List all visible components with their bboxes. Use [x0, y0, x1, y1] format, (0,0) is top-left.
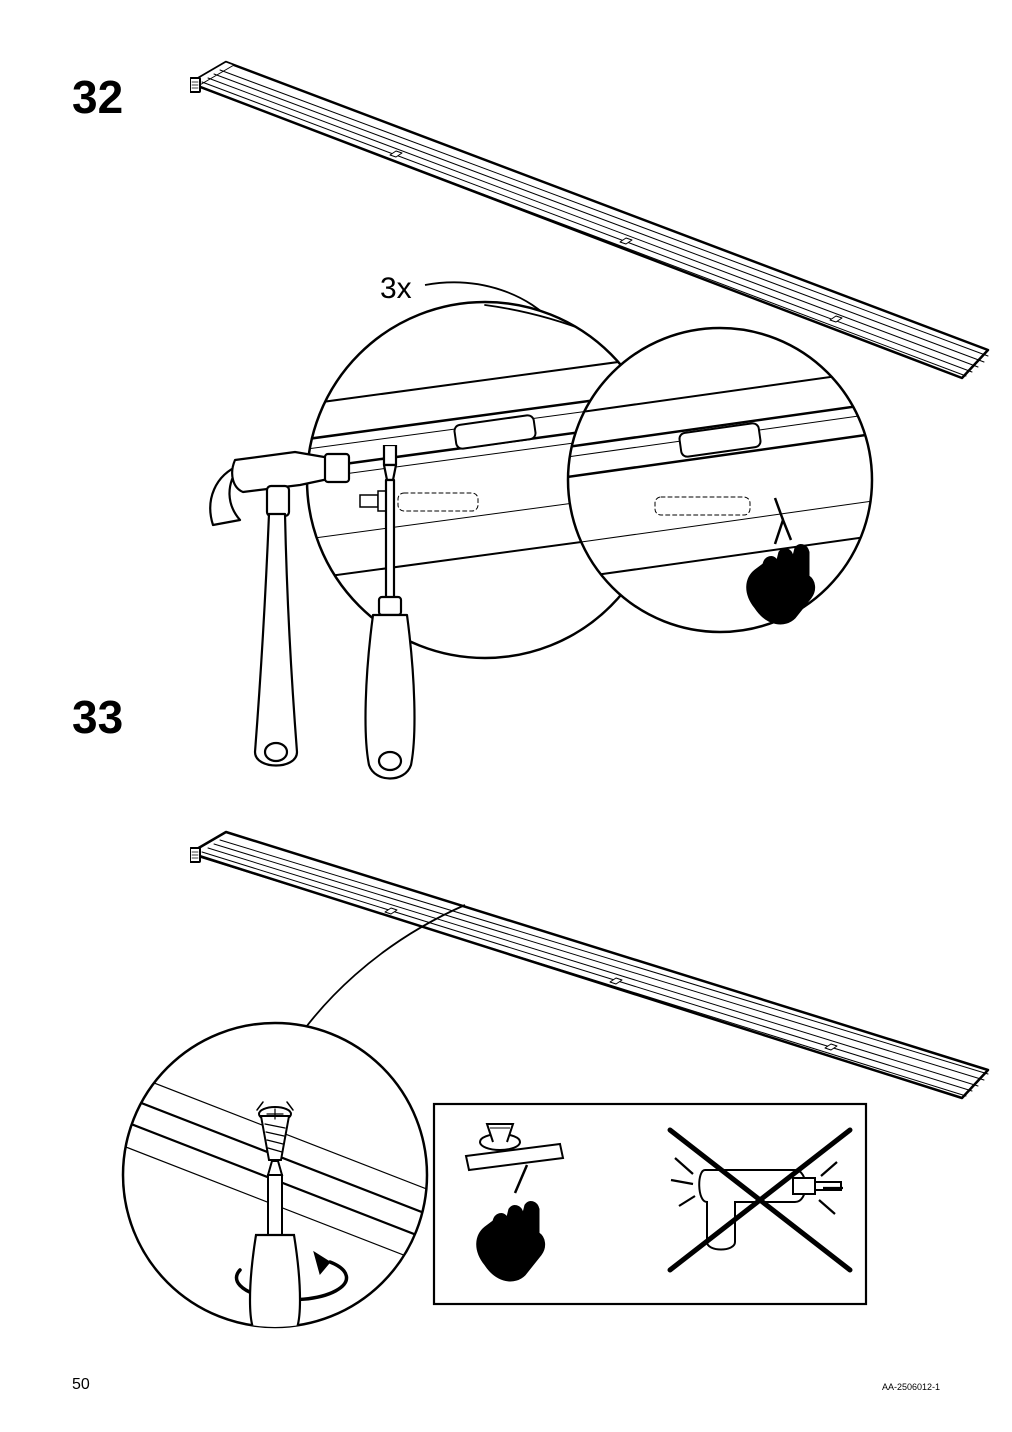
- page-number: 50: [72, 1376, 90, 1394]
- screwdriver-icon-32: [335, 445, 445, 785]
- step-number-32: 32: [72, 70, 123, 124]
- do-dont-box: [430, 1100, 870, 1310]
- detail-circle-33: [115, 1015, 435, 1335]
- detail-circle-32-right: [560, 320, 880, 640]
- instruction-page: 32 33 3x: [0, 0, 1012, 1432]
- step-number-33: 33: [72, 690, 123, 744]
- document-id: AA-2506012-1: [882, 1382, 940, 1392]
